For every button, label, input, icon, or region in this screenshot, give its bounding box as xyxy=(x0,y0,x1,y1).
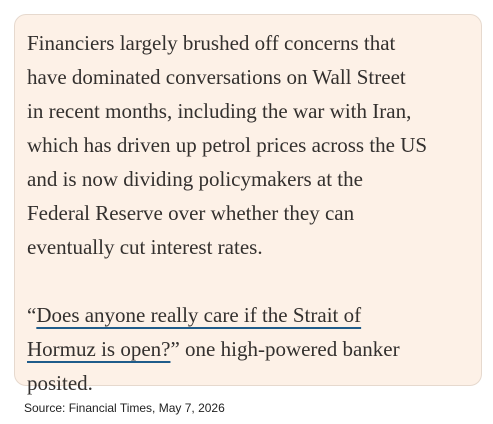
quote-text: ” one high-powered banker xyxy=(170,337,400,361)
quote-line: Hormuz is open?” one high-powered banker xyxy=(27,332,481,366)
text-line: eventually cut interest rates. xyxy=(27,235,263,259)
text-line: Federal Reserve over whether they can xyxy=(27,201,355,225)
paragraph-gap xyxy=(27,264,481,298)
quote-text: “ xyxy=(27,303,37,327)
quote-line: posited. xyxy=(27,366,481,400)
quote-text: posited. xyxy=(27,371,93,395)
text-line: Financiers largely brushed off concerns … xyxy=(27,31,396,55)
text-line: have dominated conversations on Wall Str… xyxy=(27,65,406,89)
quote-card: Financiers largely brushed off concerns … xyxy=(14,14,482,395)
source: Source: Financial Times, May 7, 2026 xyxy=(24,401,225,415)
text-line: and is now dividing policymakers at the xyxy=(27,167,363,191)
quote-link[interactable]: Hormuz is open? xyxy=(27,337,171,361)
quote-line: “Does anyone really care if the Strait o… xyxy=(27,298,481,332)
text-line: in recent months, including the war with… xyxy=(27,99,412,123)
quote-link[interactable]: Does anyone really care if the Strait of xyxy=(36,303,362,327)
text-line: which has driven up petrol prices across… xyxy=(27,133,428,157)
